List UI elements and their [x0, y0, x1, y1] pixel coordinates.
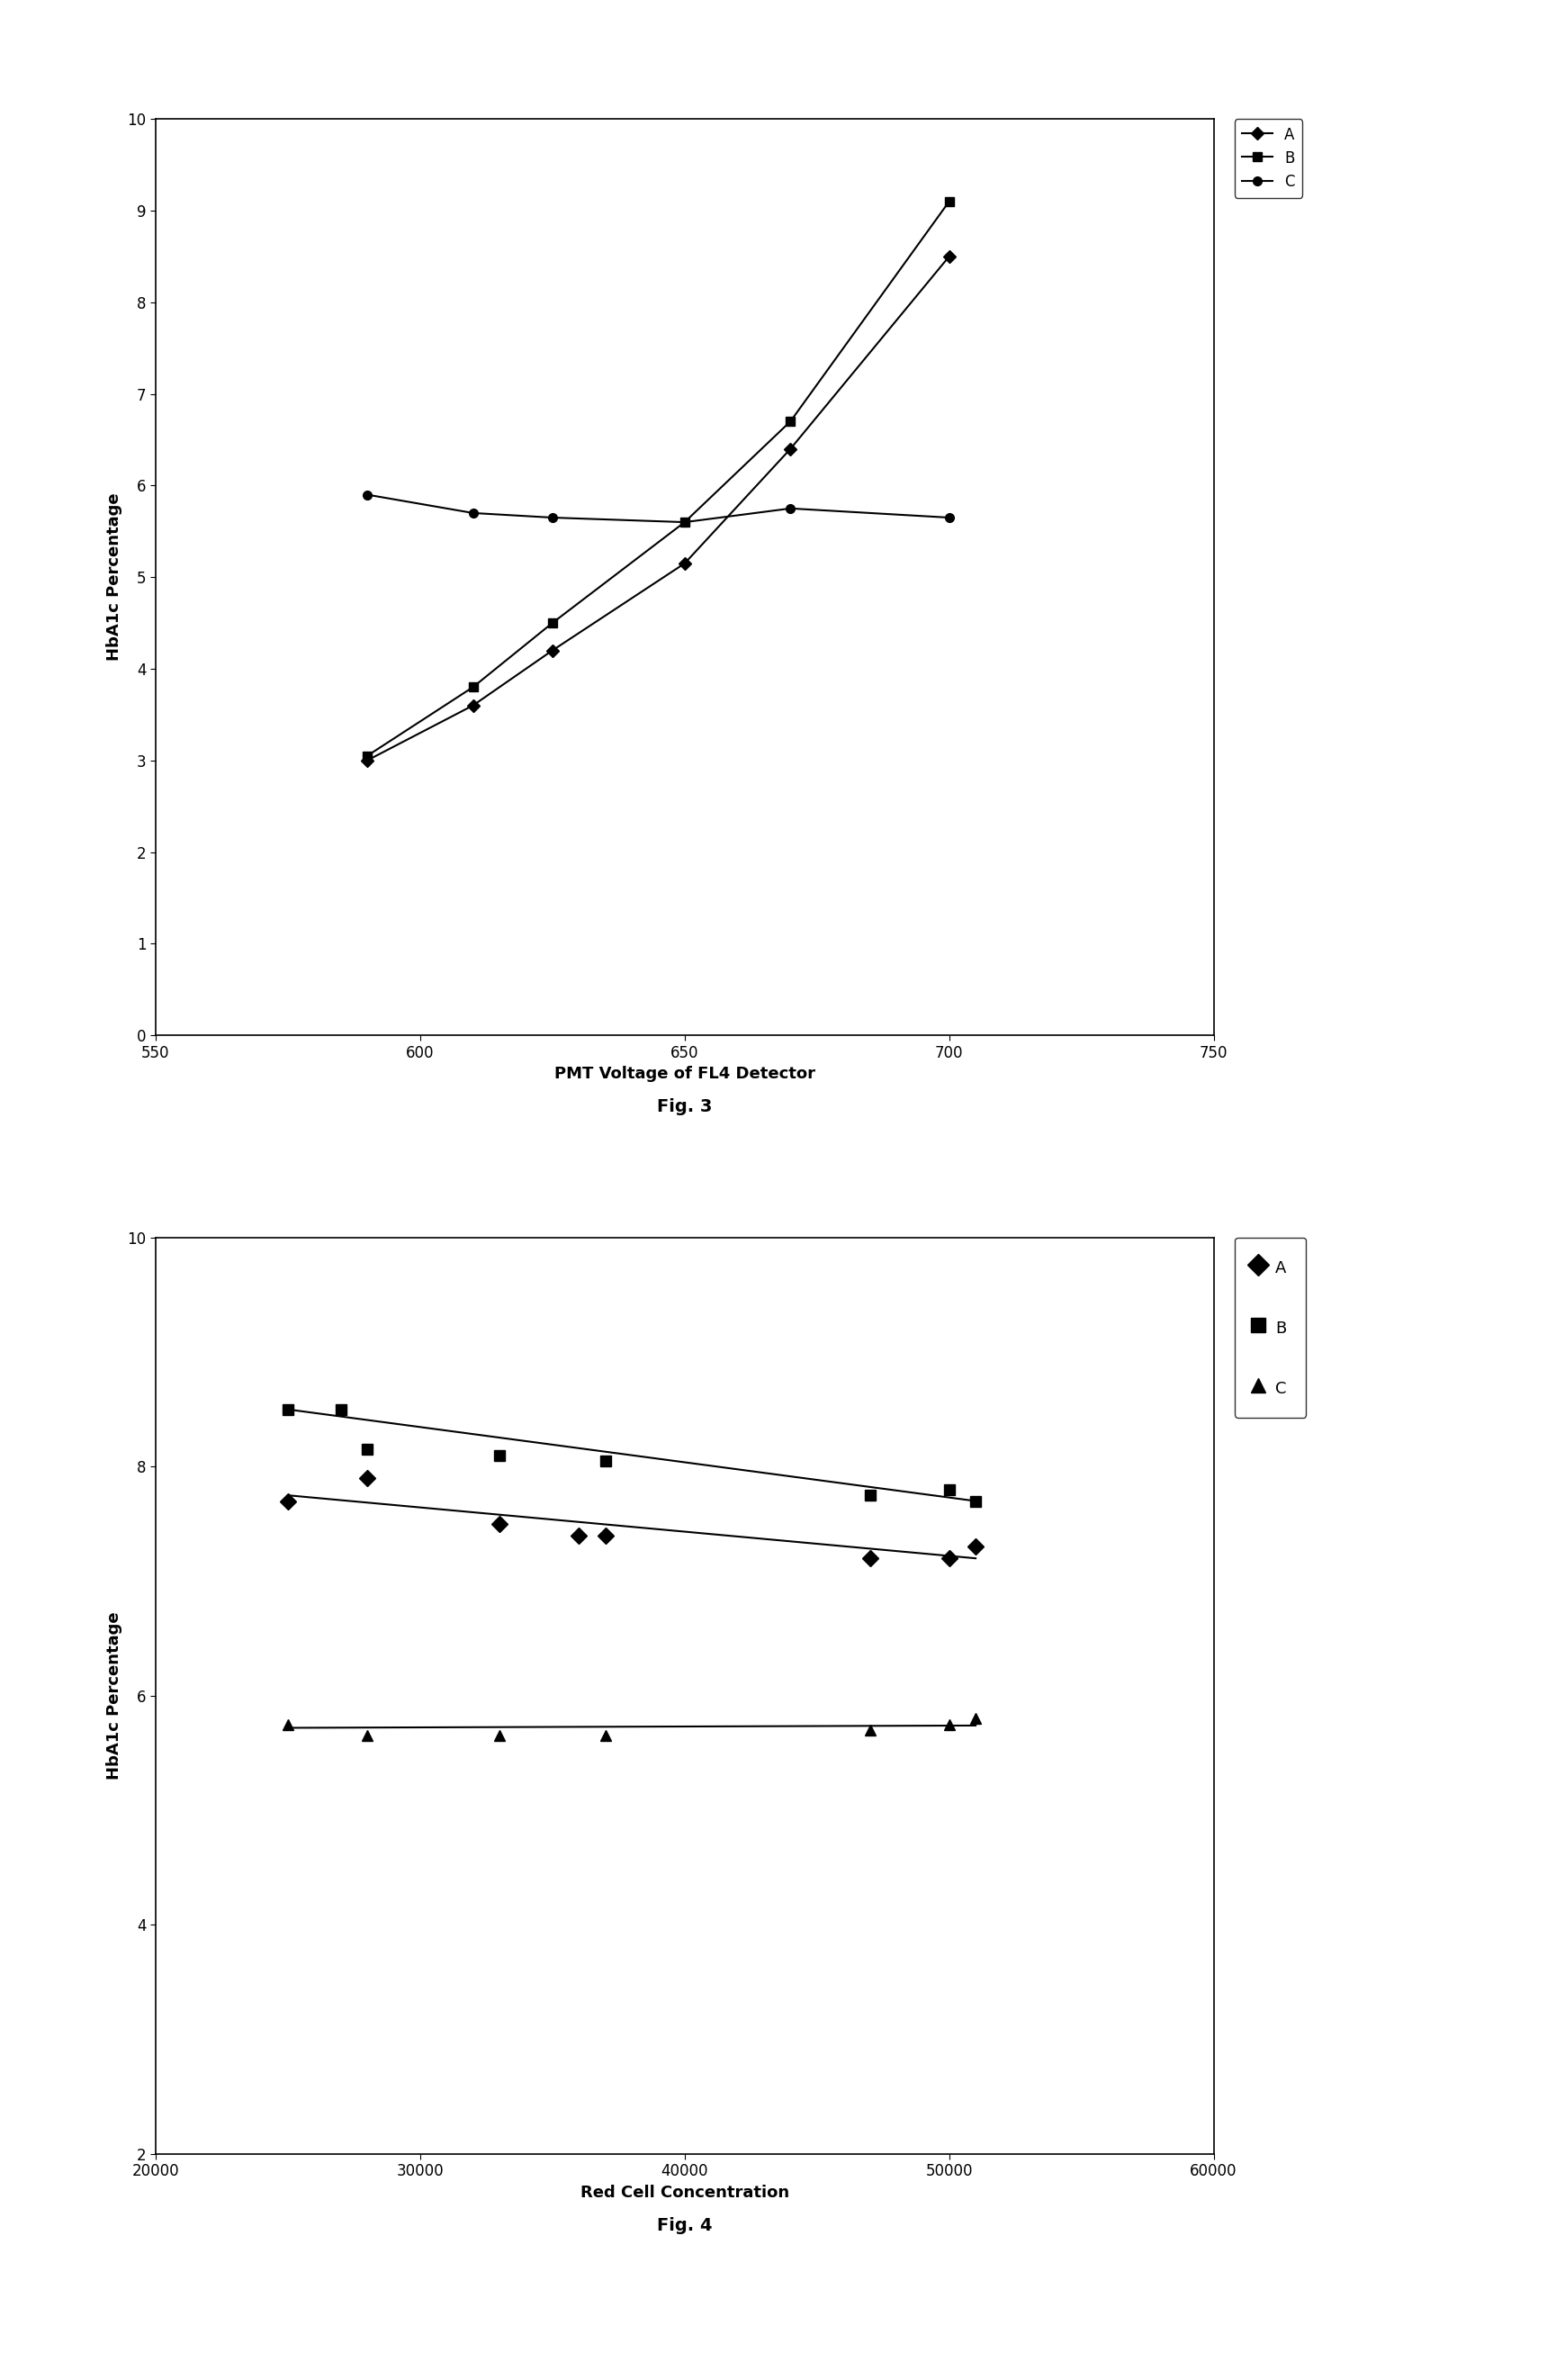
B: [781, 407, 800, 436]
B: [543, 609, 562, 638]
C: [543, 502, 562, 531]
B: [358, 743, 377, 771]
B: [940, 188, 958, 217]
A: [675, 550, 694, 578]
C: [464, 500, 482, 528]
Legend: A, B, C: A, B, C: [1235, 119, 1302, 198]
Y-axis label: HbA1c Percentage: HbA1c Percentage: [106, 1611, 123, 1780]
Line: C: C: [363, 490, 954, 526]
B: [675, 507, 694, 536]
Line: B: B: [363, 198, 954, 759]
C: [940, 502, 958, 531]
Text: Fig. 4: Fig. 4: [657, 2216, 713, 2235]
A: [543, 635, 562, 664]
C: [781, 495, 800, 524]
C: [675, 507, 694, 536]
C: [358, 481, 377, 509]
Legend: A, B, C: A, B, C: [1235, 1238, 1305, 1418]
X-axis label: PMT Voltage of FL4 Detector: PMT Voltage of FL4 Detector: [554, 1066, 815, 1083]
X-axis label: Red Cell Concentration: Red Cell Concentration: [580, 2185, 789, 2202]
A: [940, 243, 958, 271]
B: [464, 674, 482, 702]
A: [781, 436, 800, 464]
Text: Fig. 3: Fig. 3: [657, 1097, 713, 1116]
A: [464, 690, 482, 719]
A: [358, 747, 377, 776]
Y-axis label: HbA1c Percentage: HbA1c Percentage: [106, 493, 123, 662]
Line: A: A: [363, 252, 954, 764]
